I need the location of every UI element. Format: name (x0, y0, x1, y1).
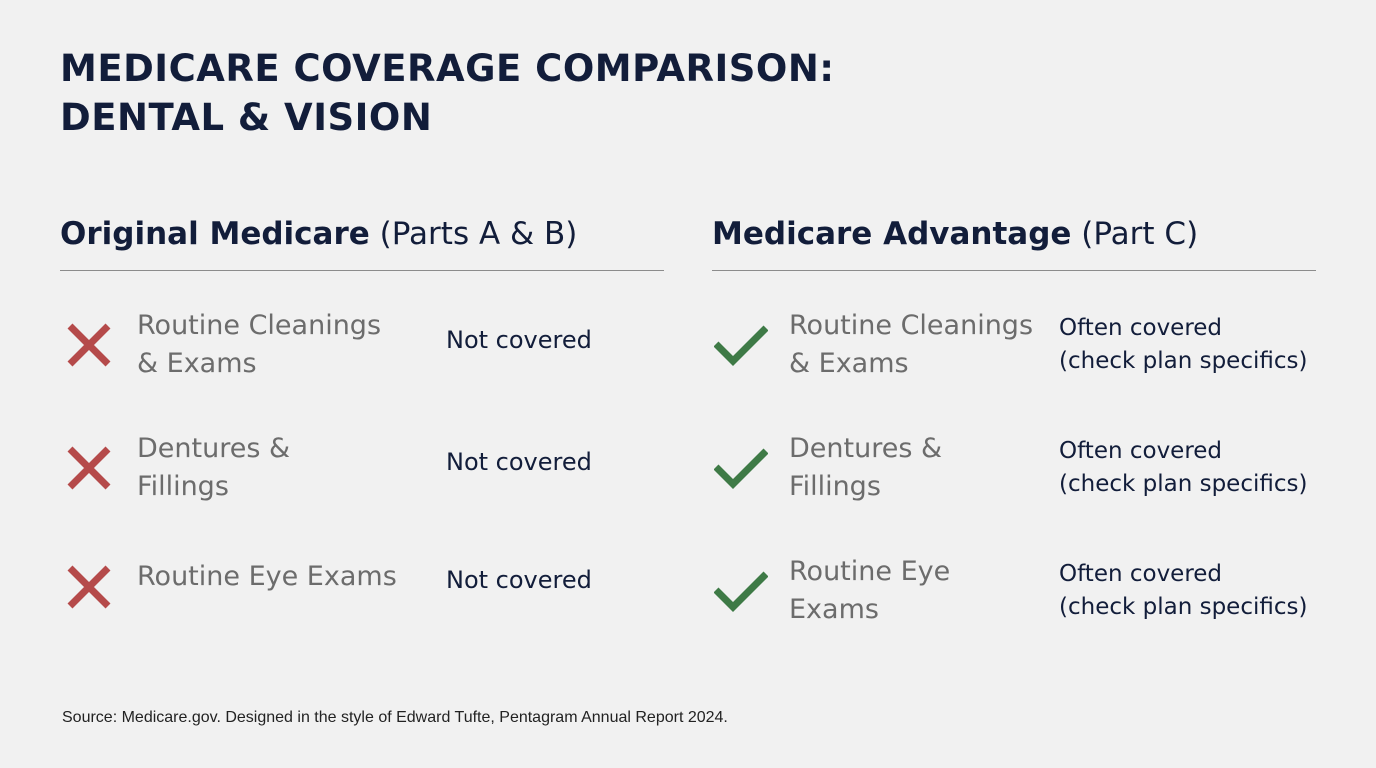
original-medicare-column: Original Medicare (Parts A & B) Routine … (60, 210, 664, 609)
page-title-line-1: MEDICARE COVERAGE COMPARISON: (60, 47, 835, 90)
advantage-row-dentures: Dentures & Fillings Often covered (check… (712, 433, 1316, 513)
medicare-advantage-heading: Medicare Advantage (Part C) (712, 210, 1316, 258)
original-row-status: Not covered (446, 448, 592, 476)
original-row-cleanings: Routine Cleanings & Exams Not covered (60, 310, 664, 390)
original-medicare-heading-name: Original Medicare (60, 216, 370, 252)
advantage-row-status: Often covered (check plan specifics) (1059, 438, 1308, 497)
original-row-status: Not covered (446, 566, 592, 594)
medicare-advantage-heading-name: Medicare Advantage (712, 216, 1072, 252)
medicare-advantage-heading-parts: (Part C) (1081, 216, 1199, 252)
advantage-row-status: Often covered (check plan specifics) (1059, 561, 1308, 620)
x-mark-icon (62, 318, 116, 372)
original-medicare-divider (60, 270, 664, 271)
original-medicare-heading: Original Medicare (Parts A & B) (60, 210, 664, 258)
source-footnote: Source: Medicare.gov. Designed in the st… (62, 709, 728, 726)
advantage-row-status: Often covered (check plan specifics) (1059, 315, 1308, 374)
medicare-advantage-column: Medicare Advantage (Part C) Routine Clea… (712, 210, 1316, 625)
check-mark-icon (714, 564, 768, 618)
check-mark-icon (714, 441, 768, 495)
original-row-dentures: Dentures & Fillings Not covered (60, 433, 664, 513)
original-row-label: Dentures & Fillings (137, 433, 291, 502)
advantage-row-label: Dentures & Fillings (789, 433, 943, 502)
advantage-row-eye-exams: Routine Eye Exams Often covered (check p… (712, 556, 1316, 636)
check-mark-icon (714, 318, 768, 372)
original-row-eye-exams: Routine Eye Exams Not covered (60, 546, 664, 626)
x-mark-icon (62, 441, 116, 495)
original-row-status: Not covered (446, 326, 592, 354)
advantage-row-label: Routine Cleanings & Exams (789, 310, 1034, 379)
page-title: MEDICARE COVERAGE COMPARISON: DENTAL & V… (60, 44, 960, 142)
medicare-advantage-divider (712, 270, 1316, 271)
original-medicare-heading-parts: (Parts A & B) (379, 216, 578, 252)
advantage-row-cleanings: Routine Cleanings & Exams Often covered … (712, 310, 1316, 390)
original-row-label: Routine Eye Exams (137, 561, 397, 592)
advantage-row-label: Routine Eye Exams (789, 556, 951, 625)
page-title-line-2: DENTAL & VISION (60, 96, 433, 139)
x-mark-icon (62, 560, 116, 614)
original-row-label: Routine Cleanings & Exams (137, 310, 382, 379)
